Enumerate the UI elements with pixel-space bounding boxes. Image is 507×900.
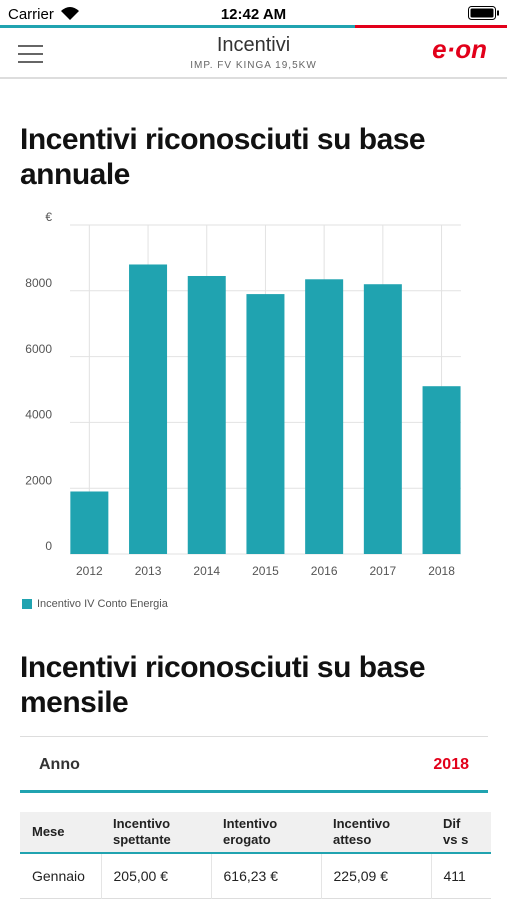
y-tick-label: 0 xyxy=(45,539,52,553)
header-title: Incentivi xyxy=(216,34,291,56)
y-tick-label: 4000 xyxy=(25,408,52,422)
column-header: Incentivo spettante xyxy=(101,812,211,853)
bar xyxy=(422,386,461,554)
y-tick-label: 6000 xyxy=(25,342,52,356)
bar xyxy=(70,491,109,554)
x-tick-label: 2016 xyxy=(311,564,338,578)
y-tick-label: € xyxy=(45,210,52,224)
column-header: Incentivo atteso xyxy=(321,812,431,853)
year-underline xyxy=(20,790,488,793)
column-header-line: vs s xyxy=(443,832,469,847)
year-label: Anno xyxy=(39,756,80,773)
x-tick-label: 2014 xyxy=(193,564,220,578)
column-header: Dif vs s xyxy=(431,812,491,853)
table-cell: 205,00 € xyxy=(100,853,211,899)
time: 12:42 AM xyxy=(220,6,287,23)
table-cell: 225,09 € xyxy=(320,853,431,899)
carrier: Carrier xyxy=(8,6,54,23)
bar xyxy=(187,275,226,554)
x-tick-label: 2018 xyxy=(428,564,455,578)
wifi-icon xyxy=(61,7,79,20)
column-header-line: Incentivo xyxy=(333,816,391,831)
x-tick-label: 2017 xyxy=(369,564,396,578)
column-header-line: Incentivo xyxy=(113,816,171,831)
bar xyxy=(129,264,168,554)
bar xyxy=(246,294,285,554)
column-header-line: erogato xyxy=(223,832,271,847)
bar xyxy=(305,279,344,554)
header-subtitle: IMP. FV KINGA 19,5KW xyxy=(190,60,317,71)
column-header: Intentivo erogato xyxy=(211,812,321,853)
x-tick-label: 2012 xyxy=(76,564,103,578)
table-cell: 411 xyxy=(430,853,491,899)
x-tick-label: 2013 xyxy=(135,564,162,578)
progress-teal xyxy=(0,25,355,28)
chart: 0 2000 4000 6000 8000 € Incentivo IV Conto Ene… xyxy=(22,210,461,610)
legend-swatch xyxy=(22,599,32,609)
column-header-line: Intentivo xyxy=(223,816,278,831)
section-title: Incentivi riconosciuti su base mensile xyxy=(20,651,426,719)
table-cell: 616,23 € xyxy=(210,853,321,899)
y-tick-label: 8000 xyxy=(25,276,52,290)
legend-label: Incentivo IV Conto Energia xyxy=(37,598,169,610)
table-body: Gennaio 205,00 €616,23 €225,09 €411 xyxy=(20,853,491,899)
column-header-line: Dif xyxy=(443,816,461,831)
monthly-table: Mese Incentivo spettante Intentivo erogato In… xyxy=(20,812,491,899)
header-border xyxy=(0,77,507,79)
chart-title: Incentivi riconosciuti su base annuale xyxy=(20,123,426,191)
year-value[interactable]: 2018 xyxy=(433,756,469,773)
column-header: Mese xyxy=(20,812,101,853)
bar xyxy=(363,284,402,554)
battery-icon xyxy=(468,6,499,20)
logo: e·on xyxy=(432,34,487,64)
table-cell: Gennaio xyxy=(32,868,85,884)
progress-red xyxy=(355,25,507,28)
column-header-line: Mese xyxy=(32,824,65,839)
x-tick-label: 2015 xyxy=(252,564,279,578)
menu-button[interactable] xyxy=(18,44,44,64)
column-header-line: spettante xyxy=(113,832,171,847)
y-tick-label: 2000 xyxy=(25,473,52,487)
table-header: Mese Incentivo spettante Intentivo erogato In… xyxy=(20,812,491,853)
table-row[interactable]: Gennaio 205,00 €616,23 €225,09 €411 xyxy=(20,853,491,899)
column-header-line: atteso xyxy=(333,832,372,847)
divider xyxy=(20,736,488,737)
